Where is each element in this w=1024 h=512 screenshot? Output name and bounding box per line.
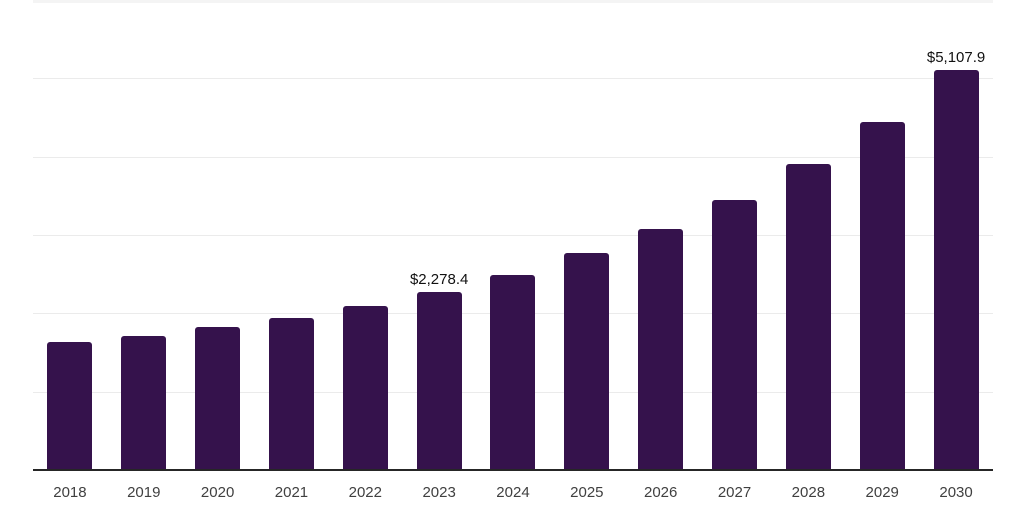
x-tick-label-2030: 2030 <box>939 483 973 501</box>
gridline-3000 <box>33 235 993 236</box>
gridline-5000 <box>33 78 993 80</box>
bar-column-2020 <box>181 0 255 470</box>
gridline-4000 <box>33 156 993 158</box>
bar-2027 <box>712 199 758 470</box>
bar-column-2022 <box>328 0 402 470</box>
bar-column-2029 <box>845 0 919 470</box>
bar-column-2019 <box>107 0 181 470</box>
bar-column-2026 <box>624 0 698 470</box>
x-tick-label-2029: 2029 <box>865 483 899 501</box>
x-tick-label-2019: 2019 <box>127 483 161 501</box>
bar-column-2027 <box>698 0 772 470</box>
gridline-6000 <box>33 0 993 3</box>
bar-2019 <box>121 335 167 470</box>
bar-2023 <box>416 291 462 470</box>
bar-column-2018 <box>33 0 107 470</box>
bar-column-2021 <box>255 0 329 470</box>
bar-column-2028 <box>771 0 845 470</box>
bar-2030 <box>933 69 979 470</box>
data-label-2030: $5,107.9 <box>926 48 986 66</box>
x-tick-label-2026: 2026 <box>643 483 678 501</box>
x-tick-label-2028: 2028 <box>791 483 826 501</box>
x-tick-label-2023: 2023 <box>422 483 456 501</box>
bar-column-2023: $2,278.4 <box>402 0 476 470</box>
x-axis-line <box>33 469 993 471</box>
bar-column-2024 <box>476 0 550 470</box>
bar-2028 <box>785 163 831 470</box>
x-tick-label-2018: 2018 <box>53 483 87 501</box>
bar-column-2025 <box>550 0 624 470</box>
data-label-2023: $2,278.4 <box>409 270 469 288</box>
bar-2020 <box>195 327 241 470</box>
x-tick-label-2022: 2022 <box>348 483 382 501</box>
x-tick-label-2024: 2024 <box>496 483 530 501</box>
bar-2018 <box>47 341 93 470</box>
x-tick-label-2020: 2020 <box>200 483 235 501</box>
bar-2026 <box>638 228 684 470</box>
x-tick-label-2021: 2021 <box>274 483 309 501</box>
x-tick-label-2027: 2027 <box>717 483 752 501</box>
plot-area: $2,278.4 $5,107.9 <box>33 0 993 470</box>
bar-2024 <box>490 275 536 470</box>
bar-2029 <box>859 121 905 470</box>
bar-2021 <box>268 318 314 470</box>
x-axis-tick-labels: 2018 2019 2020 2021 2022 2023 2024 2025 2026 2027… <box>33 472 993 512</box>
bar-2025 <box>564 253 610 470</box>
bar-series: $2,278.4 $5,107.9 <box>33 0 993 470</box>
bar-column-2030: $5,107.9 <box>919 0 993 470</box>
bar-2022 <box>342 305 388 470</box>
x-tick-label-2025: 2025 <box>570 483 604 501</box>
